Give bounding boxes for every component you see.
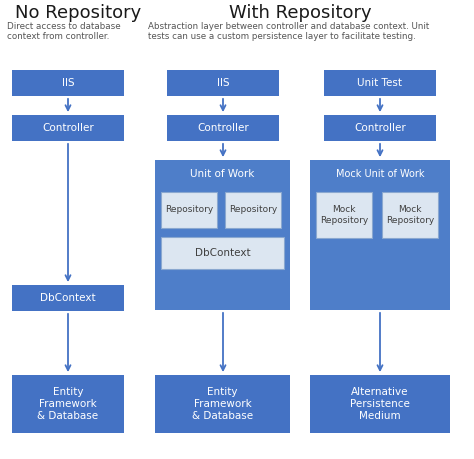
Text: Controller: Controller <box>197 123 249 133</box>
Text: Controller: Controller <box>42 123 94 133</box>
Text: Unit Test: Unit Test <box>357 78 402 88</box>
Text: Repository: Repository <box>229 206 277 214</box>
Bar <box>12 375 124 433</box>
Text: Mock
Repository: Mock Repository <box>320 205 368 225</box>
Text: Abstraction layer between controller and database context. Unit
tests can use a : Abstraction layer between controller and… <box>148 22 429 41</box>
Bar <box>382 192 438 238</box>
Text: DbContext: DbContext <box>195 248 250 258</box>
Bar <box>161 237 284 269</box>
Bar <box>12 70 124 96</box>
Bar <box>324 115 436 141</box>
Text: No Repository: No Repository <box>15 4 141 22</box>
Bar <box>225 192 281 228</box>
Text: Unit of Work: Unit of Work <box>191 169 255 179</box>
Text: IIS: IIS <box>62 78 74 88</box>
Text: Direct access to database
context from controller.: Direct access to database context from c… <box>7 22 120 41</box>
Bar <box>155 160 290 310</box>
Text: Mock
Repository: Mock Repository <box>386 205 434 225</box>
Text: Controller: Controller <box>354 123 406 133</box>
Text: Entity
Framework
& Database: Entity Framework & Database <box>192 387 253 420</box>
Text: Mock Unit of Work: Mock Unit of Work <box>336 169 424 179</box>
Bar <box>161 192 217 228</box>
Text: Entity
Framework
& Database: Entity Framework & Database <box>37 387 99 420</box>
Text: Repository: Repository <box>165 206 213 214</box>
Bar <box>310 160 450 310</box>
Text: With Repository: With Repository <box>228 4 371 22</box>
Bar <box>167 70 279 96</box>
Bar <box>167 115 279 141</box>
Text: IIS: IIS <box>217 78 229 88</box>
Bar <box>316 192 372 238</box>
Bar <box>310 375 450 433</box>
Text: Alternative
Persistence
Medium: Alternative Persistence Medium <box>350 387 410 420</box>
Bar <box>12 285 124 311</box>
Bar <box>12 115 124 141</box>
Bar <box>155 375 290 433</box>
Text: DbContext: DbContext <box>40 293 96 303</box>
Bar <box>324 70 436 96</box>
